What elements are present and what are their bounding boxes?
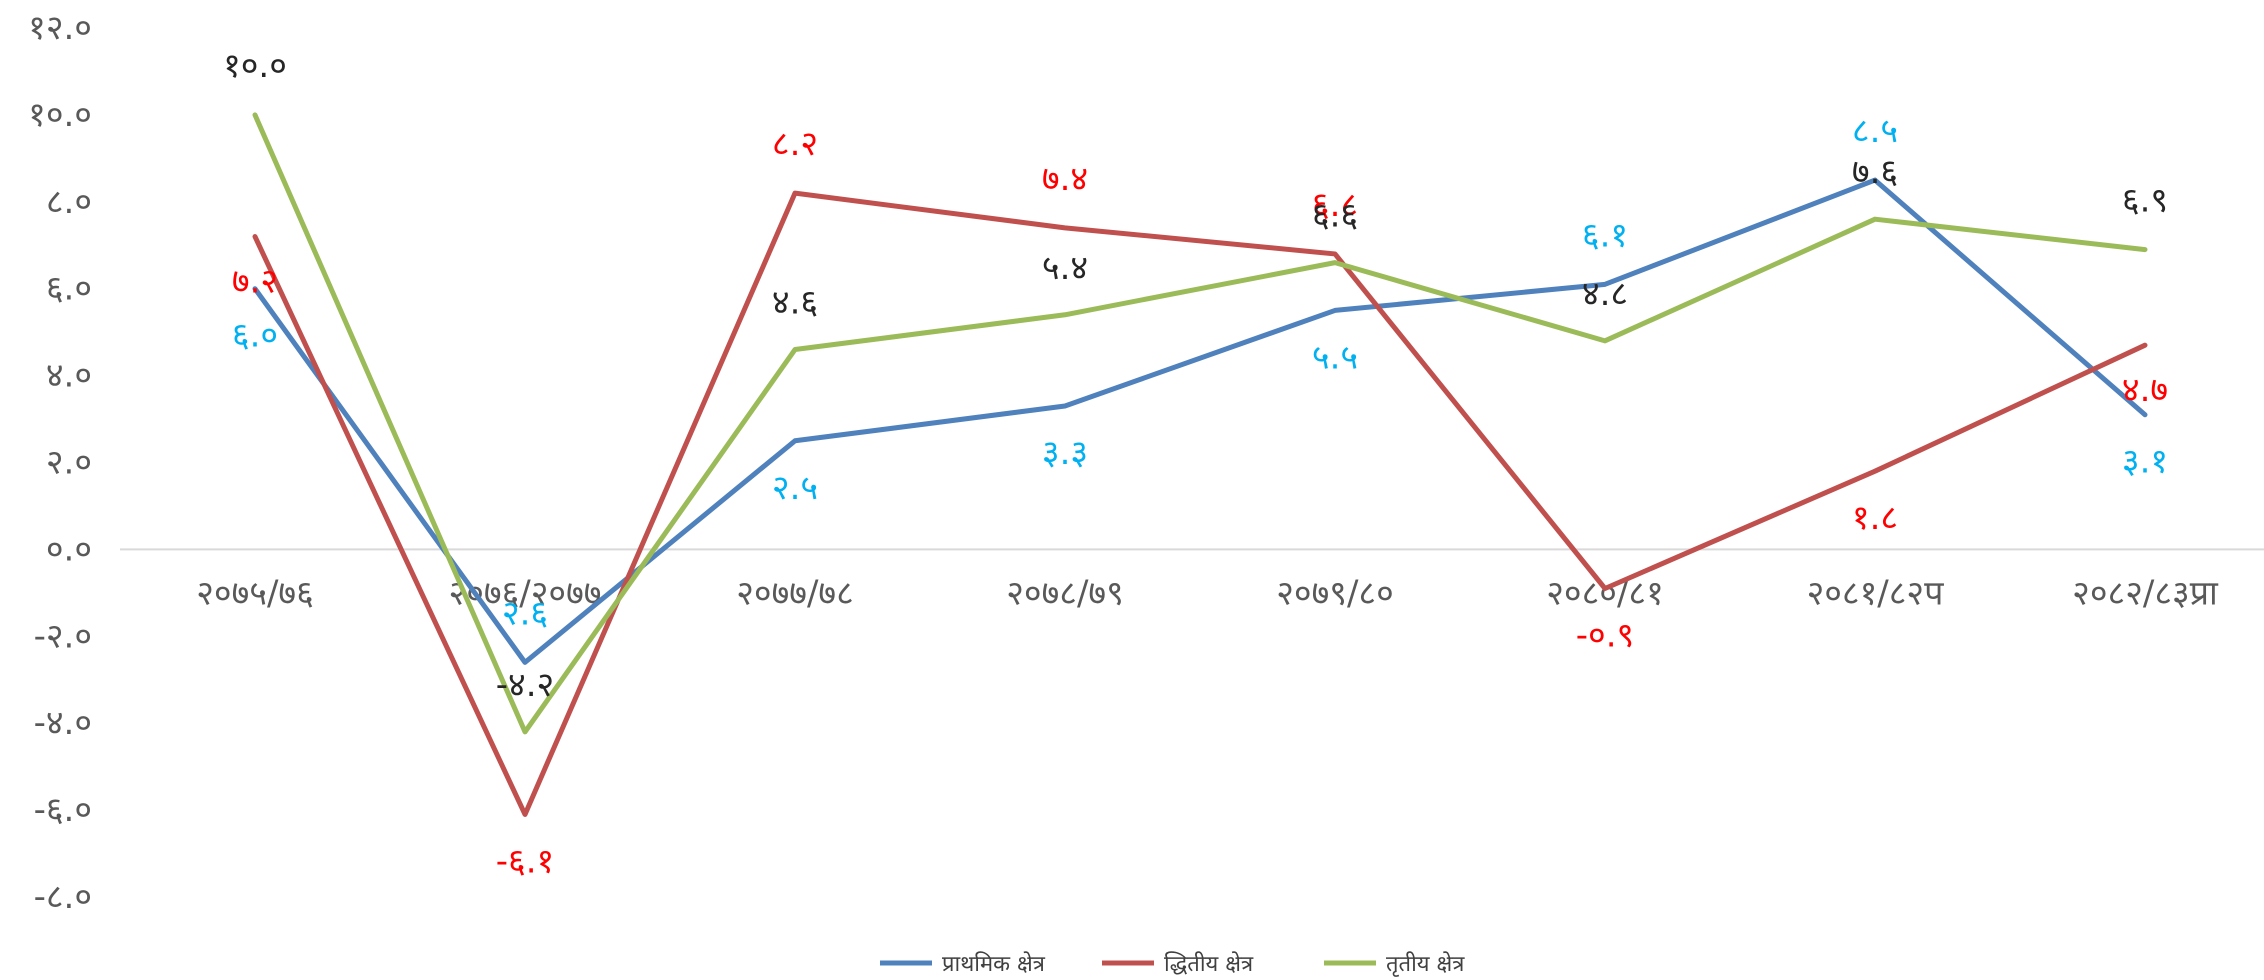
data-label: ८.५ — [1852, 111, 1898, 151]
y-tick-label: १०.० — [28, 95, 92, 135]
x-tick-label: २०७५/७६ — [196, 573, 314, 613]
data-label: ६.८ — [1312, 185, 1358, 225]
y-tick-label: -४.० — [34, 703, 92, 743]
data-label: ५.५ — [1312, 337, 1358, 377]
data-label: ४.८ — [1582, 274, 1628, 314]
data-label: १०.० — [223, 46, 287, 86]
y-tick-label: १२.० — [28, 8, 92, 48]
legend-label: तृतीय क्षेत्र — [1386, 951, 1465, 977]
data-label: ७.६ — [1852, 152, 1898, 192]
data-label: ४.६ — [772, 283, 818, 323]
data-label: ३.१ — [2122, 442, 2168, 482]
data-label: ३.३ — [1042, 433, 1088, 473]
y-axis: -८.० -६.० -४.० -२.० ०.० २.० ४.० ६.० ८.० १०.० १२.० — [28, 8, 92, 917]
x-tick-label: २०७८/७९ — [1006, 573, 1124, 613]
legend-label: द्धितीय क्षेत्र — [1164, 951, 1254, 977]
x-tick-label: २०७९/८० — [1276, 573, 1394, 613]
y-tick-label: -२.० — [34, 616, 92, 656]
y-tick-label: ४.० — [46, 356, 92, 396]
data-label: ८.२ — [772, 124, 818, 164]
data-label: ६.१ — [1582, 215, 1628, 255]
x-tick-label: २०८१/८२प — [1807, 573, 1945, 613]
series-line-2 — [252, 190, 2148, 817]
data-label: ७.२ — [232, 262, 278, 302]
data-label: ५.४ — [1042, 248, 1088, 288]
data-labels: ६.० ७.२ १०.० २.६ -६.१ -४.२ २.५ ८.२ ४.६ ३.३ ७.४ ५.४ ५… — [223, 46, 2168, 882]
data-label: -०.९ — [1576, 616, 1634, 656]
y-tick-label: ०.० — [46, 529, 92, 569]
legend-label: प्राथमिक क्षेत्र — [942, 951, 1046, 977]
data-label: २.५ — [772, 468, 818, 508]
data-label: -६.१ — [496, 841, 554, 881]
data-label: २.६ — [502, 593, 548, 633]
data-label: ६.० — [232, 316, 278, 356]
series-line-3 — [252, 112, 2148, 735]
series-line-1 — [252, 177, 2148, 665]
legend: प्राथमिक क्षेत्र द्धितीय क्षेत्र तृतीय क्ष… — [880, 951, 1465, 977]
data-label: ७.४ — [1042, 159, 1088, 199]
x-axis: २०७५/७६ २०७६/२०७७ २०७७/७८ २०७८/७९ २०७९/८० २०८… — [196, 573, 2219, 613]
y-tick-label: -८.० — [34, 877, 92, 917]
data-label: ४.७ — [2122, 370, 2168, 410]
data-label: १.८ — [1852, 498, 1898, 538]
y-tick-label: ६.० — [46, 269, 92, 309]
y-tick-label: २.० — [46, 443, 92, 483]
x-tick-label: २०८२/८३प्रा — [2072, 573, 2219, 613]
x-tick-label: २०८०/८१ — [1546, 573, 1664, 613]
data-label: -४.२ — [496, 665, 554, 705]
series-lines — [252, 112, 2148, 817]
y-tick-label: ८.० — [46, 182, 92, 222]
data-label: ६.९ — [2122, 181, 2168, 221]
data-label: ६.६ — [1312, 196, 1358, 236]
x-tick-label: २०७७/७८ — [736, 573, 854, 613]
y-tick-label: -६.० — [34, 790, 92, 830]
